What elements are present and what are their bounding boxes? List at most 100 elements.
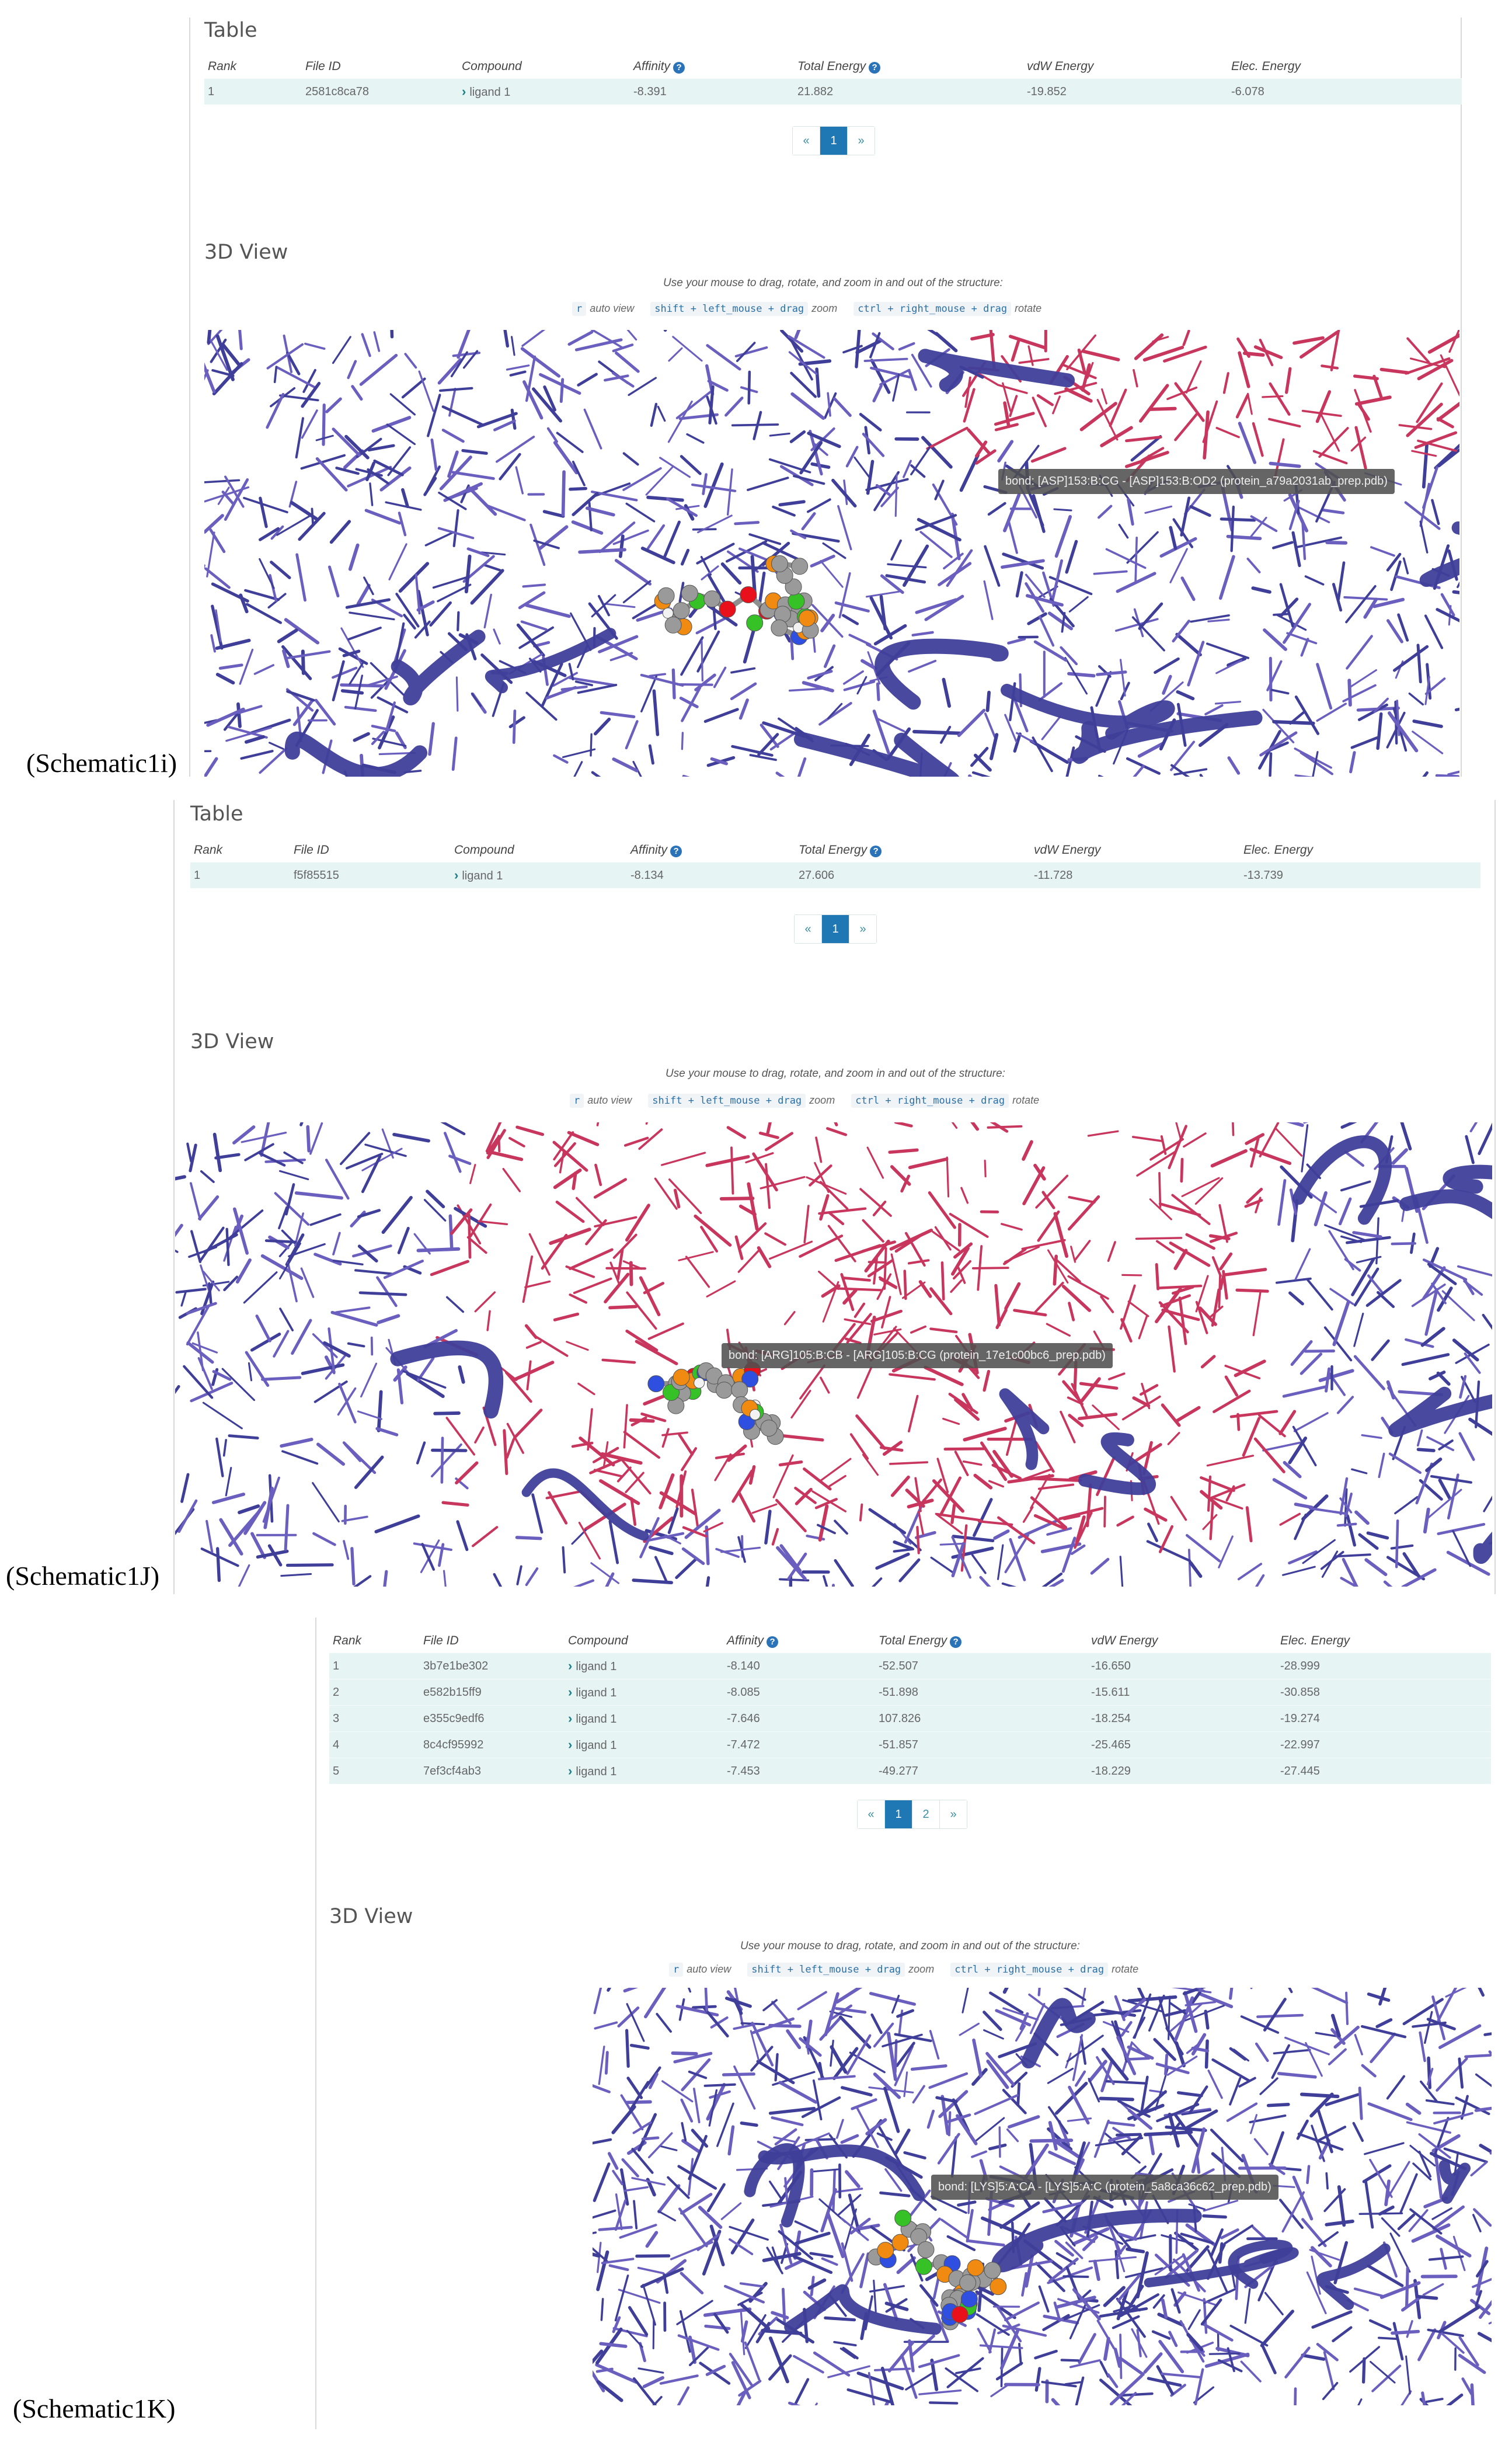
help-icon[interactable]: ? xyxy=(670,846,682,857)
pagination-next-button[interactable]: » xyxy=(940,1800,967,1828)
pagination-prev-button[interactable]: « xyxy=(858,1800,885,1828)
column-header-file-id[interactable]: File ID xyxy=(420,1634,565,1648)
column-header-label: vdW Energy xyxy=(1034,843,1101,857)
panel-i-molecule-viewer[interactable]: bond: [ASP]153:B:CG - [ASP]153:B:OD2 (pr… xyxy=(204,330,1459,777)
cell-elec: -13.739 xyxy=(1240,869,1501,882)
column-header-rank[interactable]: Rank xyxy=(204,60,302,74)
table-row[interactable]: 4 8c4cf95992 › ligand 1 -7.472 -51.857 -25.465… xyxy=(329,1731,1491,1758)
panel-j-pagination: «1» xyxy=(794,914,877,944)
cell-value: ligand 1 xyxy=(576,1765,617,1778)
pagination-next-button[interactable]: » xyxy=(848,127,875,155)
chevron-right-icon[interactable]: › xyxy=(568,1685,573,1699)
panel-k-molecule-viewer[interactable]: bond: [LYS]5:A:CA - [LYS]5:A:C (protein_… xyxy=(593,1988,1492,2405)
zoom-shortcut: shift + left_mouse + drag zoom xyxy=(747,1963,934,1977)
rotate-shortcut: ctrl + right_mouse + drag rotate xyxy=(950,1963,1138,1977)
column-header-total-energy[interactable]: Total Energy? xyxy=(794,60,1023,74)
column-header-affinity[interactable]: Affinity? xyxy=(627,843,795,857)
cell-value: -7.453 xyxy=(727,1764,760,1778)
panel-j-right-border xyxy=(1494,800,1496,1594)
cell-value: -8.391 xyxy=(633,85,667,98)
cell-compound[interactable]: › ligand 1 xyxy=(458,84,630,99)
column-header-compound[interactable]: Compound xyxy=(451,843,627,857)
column-header-compound[interactable]: Compound xyxy=(565,1634,723,1648)
help-icon[interactable]: ? xyxy=(767,1636,779,1648)
cell-compound[interactable]: › ligand 1 xyxy=(565,1685,723,1700)
chevron-right-icon[interactable]: › xyxy=(568,1764,573,1778)
pagination-prev-button[interactable]: « xyxy=(793,127,820,155)
pagination-page-button[interactable]: 2 xyxy=(912,1800,940,1828)
help-icon[interactable]: ? xyxy=(950,1636,962,1648)
cell-elec: -19.274 xyxy=(1277,1712,1512,1726)
pagination-next-button[interactable]: » xyxy=(849,915,876,943)
column-header-rank[interactable]: Rank xyxy=(329,1634,420,1648)
cell-compound[interactable]: › ligand 1 xyxy=(565,1764,723,1779)
panel-i-left-border xyxy=(189,18,190,777)
help-icon[interactable]: ? xyxy=(673,62,685,74)
cell-total: 27.606 xyxy=(795,869,1030,882)
table-row[interactable]: 1 2581c8ca78 › ligand 1 -8.391 21.882 -19.852-… xyxy=(204,78,1462,105)
column-header-total-energy[interactable]: Total Energy? xyxy=(795,843,1030,857)
cell-value: ligand 1 xyxy=(576,1713,617,1726)
cell-compound[interactable]: › ligand 1 xyxy=(565,1737,723,1752)
cell-value: 1 xyxy=(194,868,201,882)
column-header-vdw-energy[interactable]: vdW Energy xyxy=(1023,60,1228,74)
chevron-right-icon[interactable]: › xyxy=(462,84,466,99)
help-icon[interactable]: ? xyxy=(870,846,882,857)
cell-value: -8.140 xyxy=(727,1659,760,1672)
ligand-ball-and-stick[interactable] xyxy=(868,2210,1007,2331)
ligand-ball-and-stick[interactable] xyxy=(654,555,819,645)
pagination-page-button[interactable]: 1 xyxy=(885,1800,912,1828)
chevron-right-icon[interactable]: › xyxy=(454,868,459,882)
column-header-vdw-energy[interactable]: vdW Energy xyxy=(1030,843,1240,857)
chevron-right-icon[interactable]: › xyxy=(568,1711,573,1726)
panel-i-pagination: «1» xyxy=(792,126,875,155)
column-header-elec-energy[interactable]: Elec. Energy xyxy=(1240,843,1501,857)
chevron-right-icon[interactable]: › xyxy=(568,1737,573,1752)
cell-value: -6.078 xyxy=(1231,85,1264,98)
column-header-file-id[interactable]: File ID xyxy=(290,843,451,857)
table-row[interactable]: 3 e355c9edf6 › ligand 1 -7.646 107.826 -18.254… xyxy=(329,1705,1491,1731)
cell-value: -27.445 xyxy=(1280,1764,1320,1778)
auto-view-shortcut: r auto view xyxy=(570,1094,632,1108)
cell-value: 27.606 xyxy=(799,868,835,882)
cell-value: 2581c8ca78 xyxy=(305,85,369,98)
caption-schematic-1i: (Schematic1i) xyxy=(26,748,177,778)
cell-affinity: -8.134 xyxy=(627,869,795,882)
auto-view-shortcut: r auto view xyxy=(669,1963,731,1977)
panel-i-table-title: Table xyxy=(204,19,257,42)
column-header-total-energy[interactable]: Total Energy? xyxy=(875,1634,1088,1648)
panel-i-3d-view-title: 3D View xyxy=(204,241,288,264)
panel-j-molecule-viewer[interactable]: bond: [ARG]105:B:CB - [ARG]105:B:CG (pro… xyxy=(175,1122,1492,1587)
column-header-affinity[interactable]: Affinity? xyxy=(723,1634,875,1648)
pagination-page-button[interactable]: 1 xyxy=(822,915,849,943)
molecule-canvas[interactable] xyxy=(204,330,1459,777)
column-header-label: Rank xyxy=(208,60,237,73)
pagination-prev-button[interactable]: « xyxy=(795,915,822,943)
protein-ribbon xyxy=(744,1998,1471,2335)
table-row[interactable]: 2 e582b15ff9 › ligand 1 -8.085 -51.898 -15.611… xyxy=(329,1679,1491,1705)
column-header-compound[interactable]: Compound xyxy=(458,60,630,74)
cell-compound[interactable]: › ligand 1 xyxy=(451,868,627,883)
column-header-label: Elec. Energy xyxy=(1231,60,1301,73)
pagination-page-button[interactable]: 1 xyxy=(820,127,848,155)
table-row[interactable]: 1 f5f85515 › ligand 1 -8.134 27.606 -11.728 -13… xyxy=(190,862,1480,888)
column-header-rank[interactable]: Rank xyxy=(190,843,290,857)
column-header-affinity[interactable]: Affinity? xyxy=(630,60,794,74)
cell-affinity: -7.472 xyxy=(723,1738,875,1752)
panel-i-results-table: Rank File ID Compound Affinity? Total Energy… xyxy=(204,55,1462,105)
cell-compound[interactable]: › ligand 1 xyxy=(565,1711,723,1726)
chevron-right-icon[interactable]: › xyxy=(568,1658,573,1673)
help-icon[interactable]: ? xyxy=(869,62,881,74)
column-header-file-id[interactable]: File ID xyxy=(302,60,458,74)
cell-value: -7.646 xyxy=(727,1712,760,1725)
table-row[interactable]: 5 7ef3cf4ab3 › ligand 1 -7.453 -49.277 -18.229… xyxy=(329,1758,1491,1784)
column-header-vdw-energy[interactable]: vdW Energy xyxy=(1088,1634,1277,1648)
table-row[interactable]: 1 3b7e1be302 › ligand 1 -8.140 -52.507 -16.650… xyxy=(329,1653,1491,1679)
cell-value: f5f85515 xyxy=(294,868,339,882)
column-header-elec-energy[interactable]: Elec. Energy xyxy=(1277,1634,1512,1648)
cell-compound[interactable]: › ligand 1 xyxy=(565,1658,723,1674)
panel-k-pagination: «1 2» xyxy=(857,1800,967,1829)
cell-value: 107.826 xyxy=(879,1712,921,1725)
ligand-ball-and-stick[interactable] xyxy=(647,1362,784,1445)
column-header-elec-energy[interactable]: Elec. Energy xyxy=(1228,60,1482,74)
